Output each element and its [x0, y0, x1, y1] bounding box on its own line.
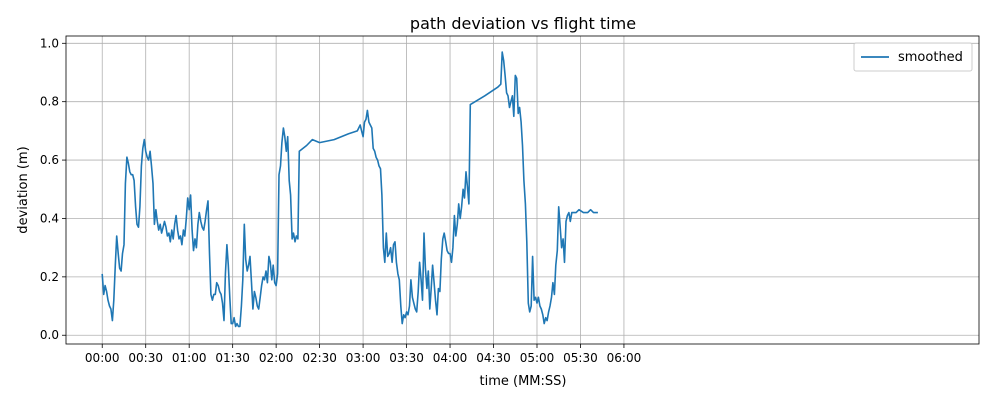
- legend-box: [853, 42, 973, 72]
- x-tick-label: 01:00: [172, 351, 207, 365]
- chart-title: path deviation vs flight time: [410, 14, 636, 33]
- y-tick-label: 0.2: [40, 270, 59, 284]
- y-axis-label: deviation (m): [16, 146, 31, 233]
- y-tick-label: 1.0: [40, 36, 59, 50]
- plot-frame: [65, 35, 980, 345]
- gridlines: [66, 36, 979, 344]
- series-layer: [101, 51, 598, 328]
- legend: smoothed: [853, 42, 973, 72]
- x-tick-label: 06:00: [607, 351, 642, 365]
- y-tick-label: 0.8: [40, 95, 59, 109]
- x-tick-label: 05:00: [520, 351, 555, 365]
- x-tick-label: 04:30: [476, 351, 511, 365]
- x-tick-label: 01:30: [215, 351, 250, 365]
- x-tick-label: 02:00: [259, 351, 294, 365]
- x-tick-label: 03:00: [346, 351, 381, 365]
- x-tick-label: 00:00: [85, 351, 120, 365]
- y-axis: 0.0 0.2 0.4 0.6 0.8 1.0: [40, 36, 66, 342]
- x-axis: 00:00 00:30 01:00 01:30 02:00 02:30 03:00 03:30…: [85, 344, 641, 365]
- x-tick-label: 04:00: [433, 351, 468, 365]
- x-tick-label: 05:30: [563, 351, 598, 365]
- x-axis-label: time (MM:SS): [480, 374, 567, 389]
- legend-label-smoothed: smoothed: [898, 50, 963, 65]
- y-tick-label: 0.6: [40, 153, 59, 167]
- x-tick-label: 00:30: [128, 351, 163, 365]
- x-tick-label: 03:30: [389, 351, 424, 365]
- y-tick-label: 0.4: [40, 211, 59, 225]
- x-tick-label: 02:30: [302, 351, 337, 365]
- series-line-smoothed: [101, 51, 598, 328]
- y-tick-label: 0.0: [40, 328, 59, 342]
